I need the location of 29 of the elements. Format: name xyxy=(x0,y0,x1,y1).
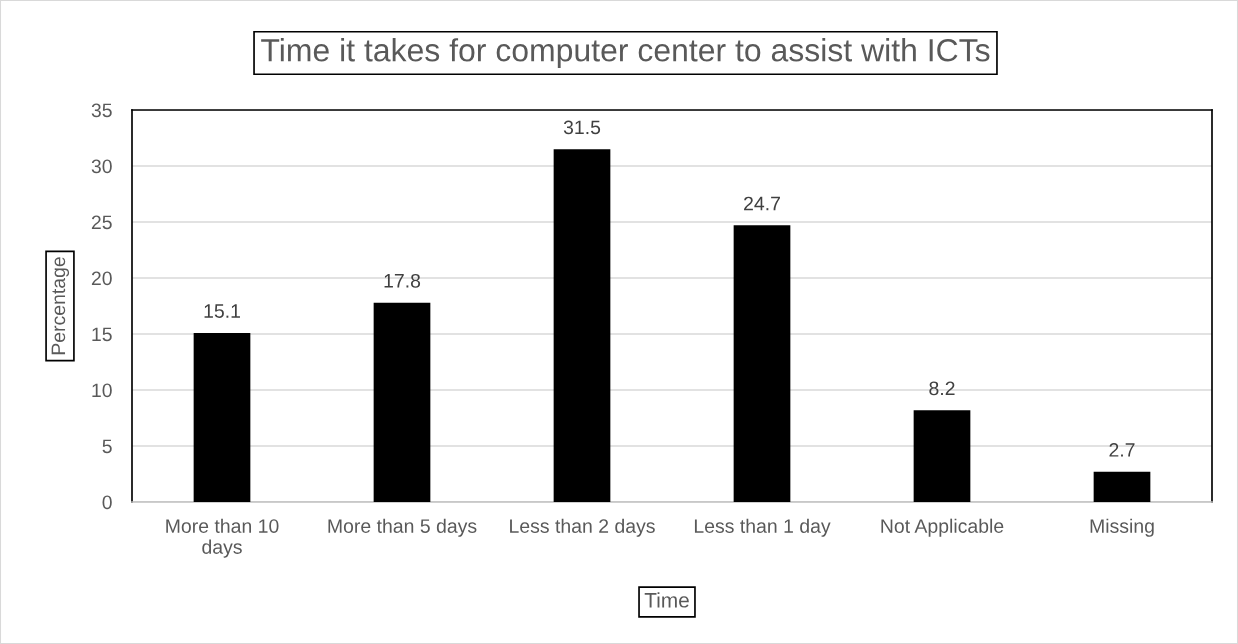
y-tick-label: 35 xyxy=(91,103,112,118)
chart-title: Time it takes for computer center to assist with ICTs xyxy=(261,38,990,68)
x-tick-label: More than 10 days xyxy=(166,518,279,558)
data-label: 31.5 xyxy=(563,120,601,135)
x-tick-label: Not Applicable xyxy=(881,518,1004,537)
bar xyxy=(373,302,431,502)
data-label: 2.7 xyxy=(1109,443,1135,457)
y-tick-label: 10 xyxy=(92,383,112,398)
y-tick-label: 15 xyxy=(92,327,112,342)
bar xyxy=(1093,471,1151,502)
y-tick-label: 20 xyxy=(91,271,112,286)
x-tick-label: Less than 2 days xyxy=(510,518,655,537)
x-axis-title: Time xyxy=(644,592,689,608)
bar xyxy=(733,225,791,502)
y-tick-label: 5 xyxy=(102,439,112,454)
data-label: 17.8 xyxy=(384,273,421,288)
data-label: 24.7 xyxy=(744,196,780,211)
y-tick-label: 30 xyxy=(91,159,112,174)
bar xyxy=(553,149,611,502)
x-tick-label: Missing xyxy=(1090,518,1154,537)
y-axis-title: Percentage xyxy=(51,257,70,355)
bar xyxy=(913,410,971,502)
x-tick-label: More than 5 days xyxy=(328,518,477,537)
data-label: 8.2 xyxy=(929,381,955,396)
data-label: 15.1 xyxy=(204,304,240,318)
bar xyxy=(193,332,251,502)
x-tick-label: Less than 1 day xyxy=(694,518,831,537)
y-tick-label: 0 xyxy=(102,495,112,510)
y-tick-label: 25 xyxy=(91,215,112,230)
